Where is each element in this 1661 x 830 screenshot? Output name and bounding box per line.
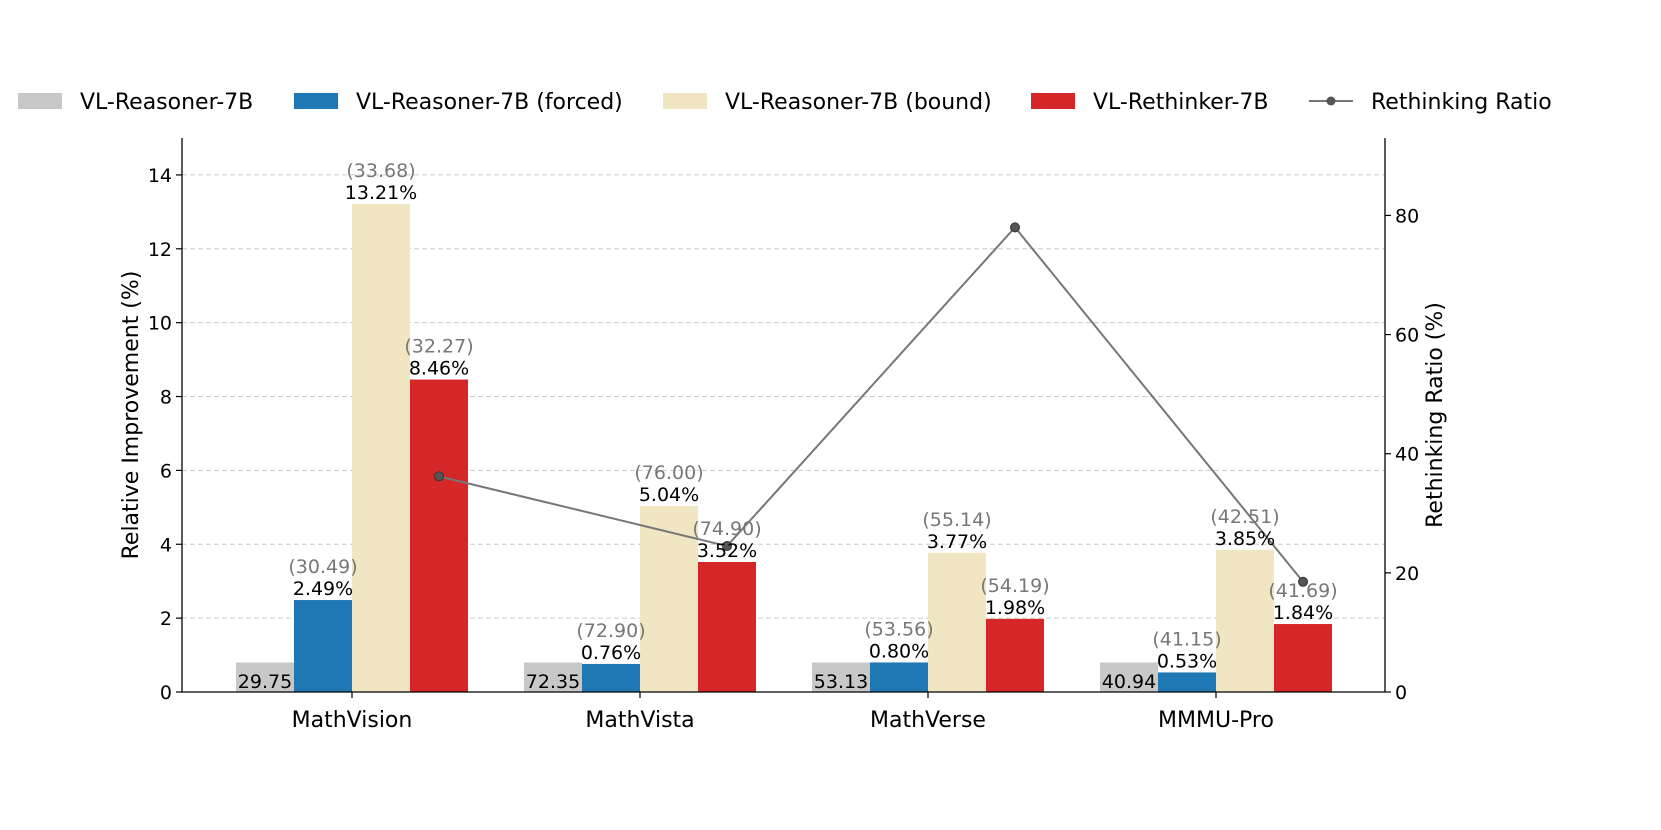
score-label: (42.51)	[1210, 506, 1279, 528]
improvement-label: 3.85%	[1215, 528, 1275, 550]
bar-3-3	[1274, 624, 1332, 692]
y-axis-title: Relative Improvement (%)	[119, 271, 144, 560]
bar-2-3	[1216, 549, 1274, 692]
score-label: (32.27)	[404, 336, 473, 358]
y2-tick-label: 40	[1395, 444, 1419, 466]
rethinking-ratio-point	[722, 541, 732, 552]
legend-swatch	[294, 93, 338, 109]
bar-3-0	[410, 379, 468, 692]
bar-2-2	[928, 552, 986, 692]
bar-2-1	[640, 505, 698, 692]
score-label: (41.15)	[1152, 628, 1221, 650]
improvement-label: 0.53%	[1157, 650, 1217, 672]
score-label: (72.90)	[576, 620, 645, 642]
y-tick-label: 12	[148, 239, 172, 261]
y2-tick-label: 20	[1395, 563, 1419, 585]
score-label: (74.90)	[692, 518, 761, 540]
improvement-label: 1.84%	[1273, 602, 1333, 624]
score-label: (55.14)	[922, 509, 991, 531]
bar-0-2	[812, 662, 870, 692]
y2-tick-label: 0	[1395, 682, 1407, 704]
legend-line-marker	[1326, 96, 1336, 106]
improvement-label: 0.80%	[869, 640, 929, 662]
category-label: MathVision	[292, 708, 413, 733]
bar-0-3	[1100, 662, 1158, 692]
legend-swatch	[663, 93, 707, 109]
improvement-label: 8.46%	[409, 358, 469, 380]
bar-3-1	[698, 561, 756, 692]
category-label: MathVista	[585, 708, 694, 733]
improvement-label: 13.21%	[345, 182, 417, 204]
bar-1-2	[870, 662, 928, 692]
rethinking-ratio-point	[1010, 222, 1020, 233]
legend-swatch	[1031, 93, 1075, 109]
baseline-score-label: 53.13	[814, 671, 868, 693]
improvement-label: 3.52%	[697, 540, 757, 562]
legend: VL-Reasoner-7B VL-Reasoner-7B (forced) VL-…	[18, 90, 1552, 115]
bar-labels-layer: 29.75 72.35 53.13 40.94 2.49%(30.49) 0.76%(72…	[238, 160, 1338, 693]
bar-1-1	[582, 663, 640, 692]
baseline-score-label: 29.75	[238, 671, 292, 693]
rethinking-ratio-point	[1298, 576, 1308, 587]
y-tick-label: 4	[160, 534, 172, 556]
bar-1-0	[294, 600, 352, 692]
category-label: MMMU-Pro	[1158, 708, 1274, 733]
score-label: (76.00)	[634, 462, 703, 484]
y-tick-label: 6	[160, 460, 172, 482]
y2-tick-label: 80	[1395, 205, 1419, 227]
score-label: (53.56)	[864, 618, 933, 640]
score-label: (54.19)	[980, 575, 1049, 597]
legend-label: VL-Reasoner-7B (bound)	[725, 90, 992, 115]
y-tick-label: 8	[160, 387, 172, 409]
bars-layer	[236, 204, 1332, 693]
legend-label: VL-Reasoner-7B	[80, 90, 253, 115]
bar-0-1	[524, 662, 582, 692]
improvement-label: 2.49%	[293, 578, 353, 600]
score-label: (33.68)	[346, 160, 415, 182]
rethinking-ratio-point	[434, 471, 444, 482]
improvement-label: 5.04%	[639, 484, 699, 506]
y-tick-label: 0	[160, 682, 172, 704]
baseline-score-label: 72.35	[526, 671, 580, 693]
bar-0-0	[236, 662, 294, 692]
bar-2-0	[352, 204, 410, 693]
y-tick-label: 2	[160, 608, 172, 630]
legend-label: Rethinking Ratio	[1371, 90, 1552, 115]
legend-label: VL-Reasoner-7B (forced)	[356, 90, 623, 115]
legend-label: VL-Rethinker-7B	[1093, 90, 1268, 115]
score-label: (41.69)	[1268, 580, 1337, 602]
bar-1-3	[1158, 672, 1216, 692]
y-tick-label: 14	[148, 165, 172, 187]
legend-swatch	[18, 93, 62, 109]
y2-axis-title: Rethinking Ratio (%)	[1423, 302, 1448, 528]
category-label: MathVerse	[870, 708, 986, 733]
rethinking-ratio-line	[438, 225, 1304, 583]
axes-layer: 0 2 4 6 8 10 12 14 0 20 40 60 80 MathVision MathVista M…	[119, 138, 1448, 733]
score-label: (30.49)	[288, 556, 357, 578]
improvement-label: 3.77%	[927, 531, 987, 553]
improvement-label: 0.76%	[581, 642, 641, 664]
improvement-label: 1.98%	[985, 597, 1045, 619]
y-tick-label: 10	[148, 313, 172, 335]
ratio-line-layer	[434, 222, 1308, 587]
baseline-score-label: 40.94	[1102, 671, 1156, 693]
y2-tick-label: 60	[1395, 325, 1419, 347]
bar-3-2	[986, 618, 1044, 692]
